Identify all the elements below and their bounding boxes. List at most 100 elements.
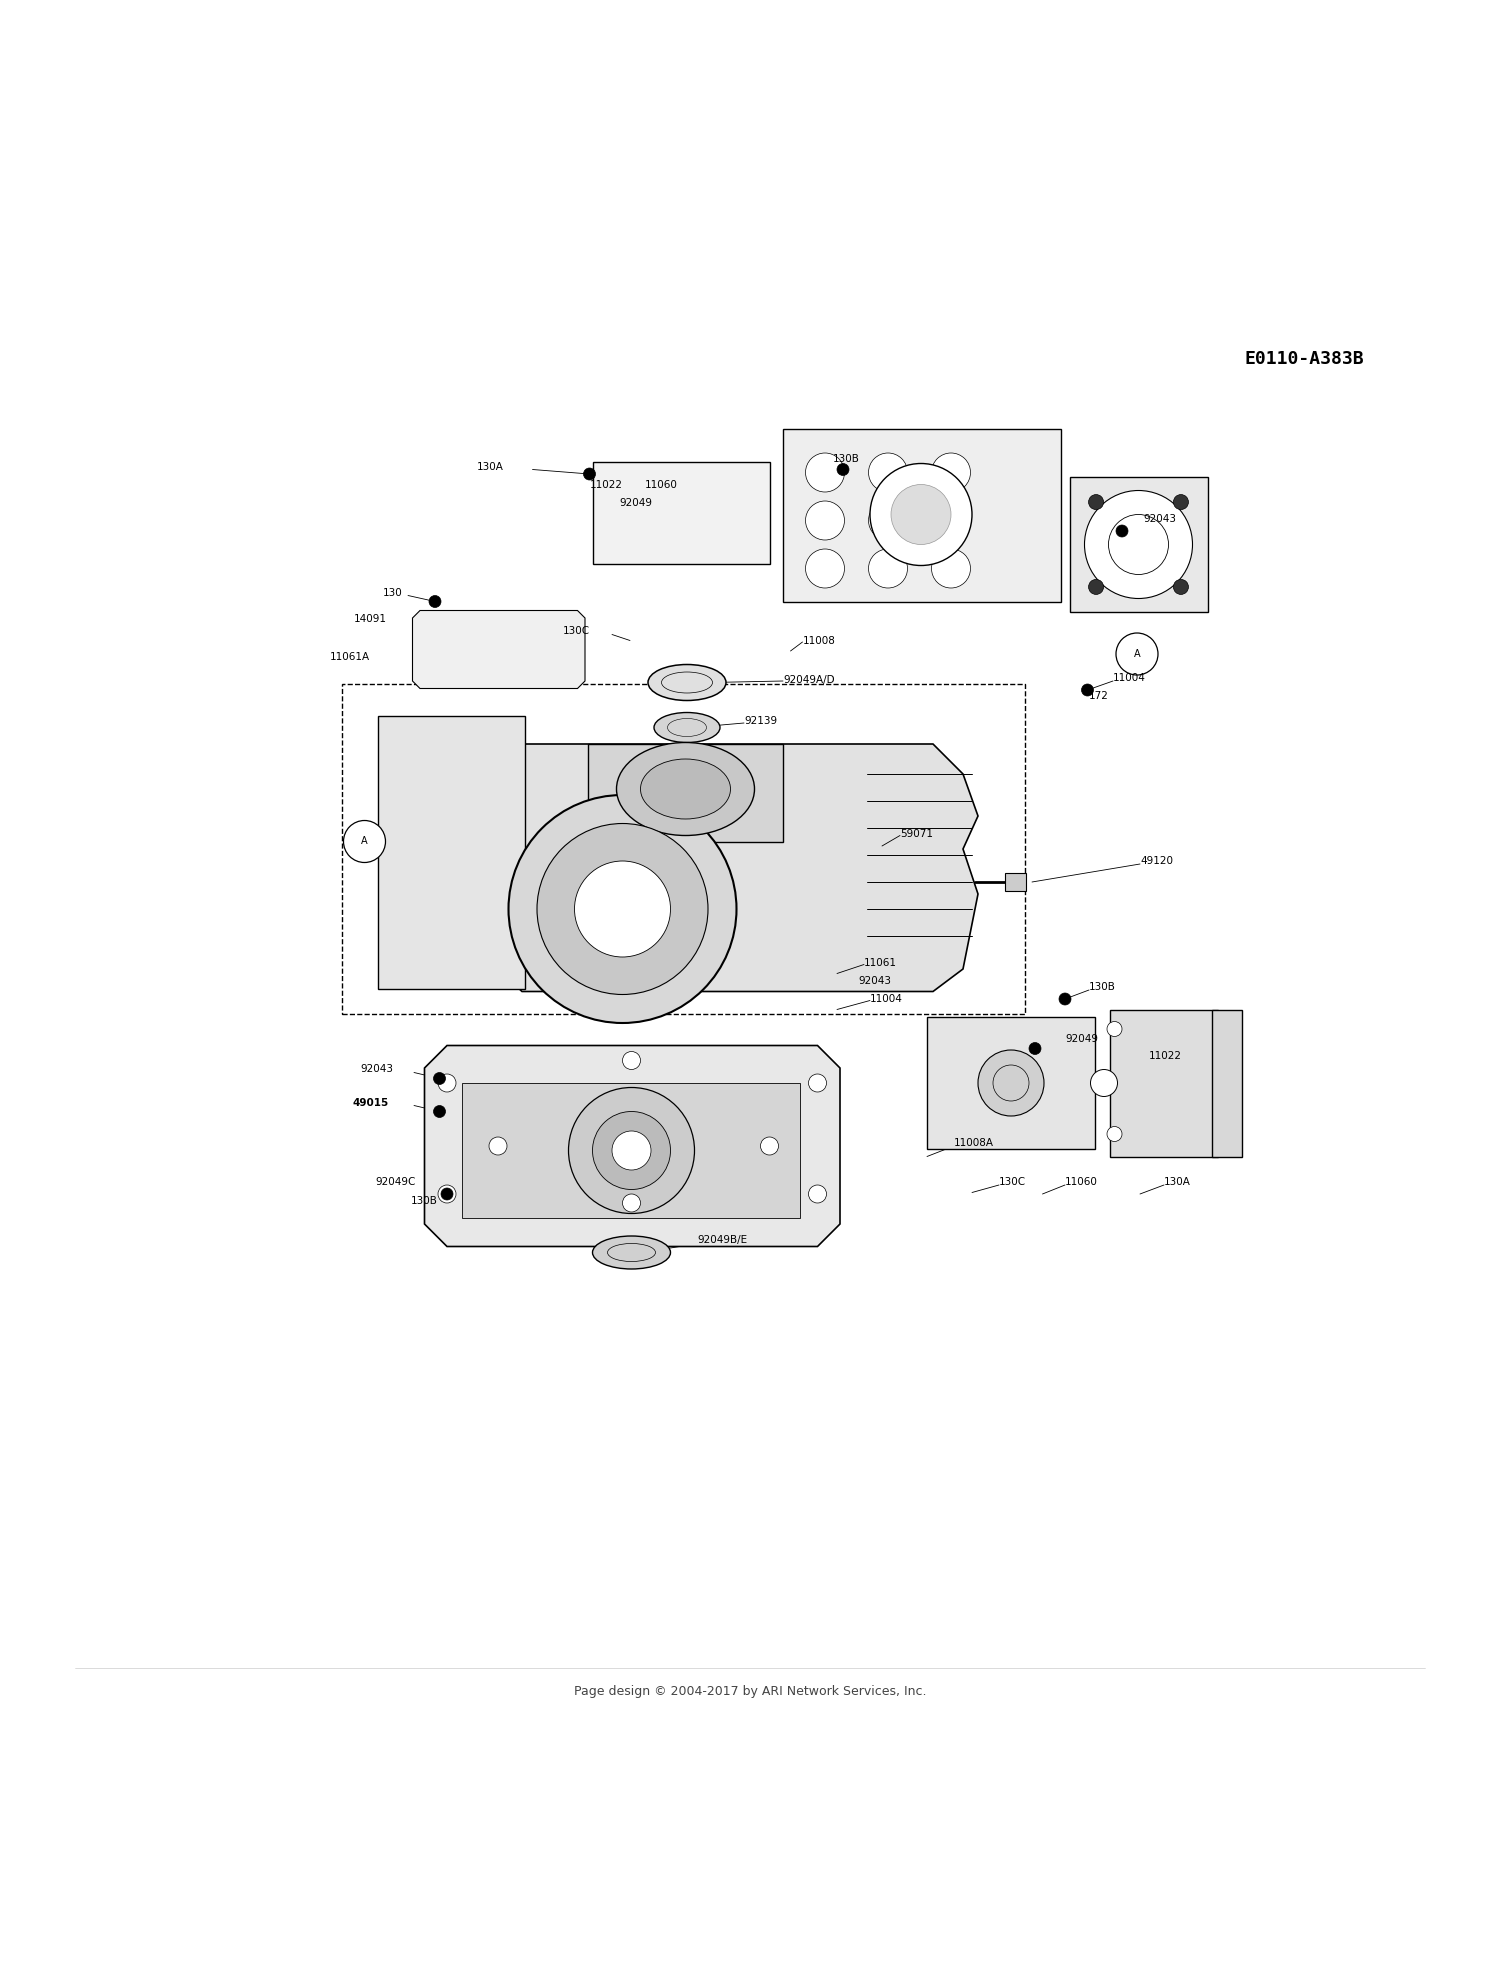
- Bar: [783, 430, 1060, 602]
- Circle shape: [441, 1189, 453, 1201]
- Text: 92139: 92139: [744, 716, 777, 726]
- Circle shape: [868, 549, 907, 589]
- Circle shape: [806, 549, 844, 589]
- Circle shape: [891, 485, 951, 545]
- Text: 130: 130: [382, 587, 402, 598]
- Bar: [462, 1083, 800, 1218]
- Bar: [1110, 1010, 1218, 1156]
- Text: 49120: 49120: [1140, 855, 1173, 865]
- Circle shape: [837, 463, 849, 475]
- Text: 130C: 130C: [562, 626, 590, 636]
- Bar: [429, 630, 567, 675]
- Circle shape: [344, 820, 386, 863]
- Text: 11022: 11022: [590, 479, 622, 489]
- Circle shape: [429, 596, 441, 608]
- Circle shape: [438, 1073, 456, 1093]
- Text: 130C: 130C: [999, 1177, 1026, 1187]
- Bar: [1212, 1010, 1242, 1156]
- Circle shape: [592, 1112, 670, 1189]
- Circle shape: [808, 1073, 826, 1093]
- Circle shape: [433, 1073, 445, 1085]
- Text: 92049C: 92049C: [375, 1177, 416, 1187]
- Text: 92049B/E: 92049B/E: [698, 1236, 747, 1246]
- Text: 11061A: 11061A: [330, 651, 370, 661]
- Ellipse shape: [640, 759, 730, 818]
- Bar: [378, 716, 525, 989]
- Text: 92043: 92043: [1143, 514, 1176, 524]
- Bar: [927, 1016, 1095, 1150]
- Text: 130A: 130A: [477, 461, 504, 471]
- Ellipse shape: [648, 665, 726, 700]
- Circle shape: [760, 1138, 778, 1156]
- Ellipse shape: [616, 742, 754, 836]
- Circle shape: [978, 1050, 1044, 1116]
- Text: 130B: 130B: [1089, 983, 1116, 993]
- Text: 172: 172: [1089, 691, 1108, 700]
- Text: 130B: 130B: [833, 453, 860, 463]
- Circle shape: [932, 549, 970, 589]
- Circle shape: [870, 463, 972, 565]
- Text: 130A: 130A: [1164, 1177, 1191, 1187]
- Circle shape: [806, 453, 844, 492]
- Ellipse shape: [509, 795, 736, 1022]
- Text: 92049: 92049: [620, 498, 652, 508]
- Circle shape: [1059, 993, 1071, 1005]
- Circle shape: [1029, 1042, 1041, 1054]
- Text: 92043: 92043: [858, 975, 891, 987]
- Text: 14091: 14091: [354, 614, 387, 624]
- Text: 11008: 11008: [802, 636, 836, 645]
- Circle shape: [1173, 494, 1188, 510]
- Ellipse shape: [654, 712, 720, 742]
- Circle shape: [1116, 526, 1128, 538]
- Circle shape: [612, 1130, 651, 1169]
- Text: 49015: 49015: [352, 1097, 388, 1107]
- Circle shape: [433, 1105, 445, 1118]
- Circle shape: [1089, 579, 1104, 594]
- Ellipse shape: [537, 824, 708, 995]
- Circle shape: [1084, 490, 1192, 598]
- Text: Page design © 2004-2017 by ARI Network Services, Inc.: Page design © 2004-2017 by ARI Network S…: [573, 1685, 926, 1699]
- Text: 11061: 11061: [864, 957, 897, 967]
- Bar: [588, 744, 783, 842]
- Circle shape: [622, 1195, 640, 1213]
- Text: 11004: 11004: [870, 995, 903, 1005]
- Polygon shape: [413, 610, 585, 689]
- Text: 11022: 11022: [1149, 1052, 1182, 1061]
- Text: 92049: 92049: [1065, 1034, 1098, 1044]
- Polygon shape: [483, 744, 978, 991]
- Circle shape: [568, 1087, 694, 1214]
- Bar: [1070, 477, 1208, 612]
- Circle shape: [806, 500, 844, 540]
- Circle shape: [489, 1138, 507, 1156]
- Text: E0110-A383B: E0110-A383B: [1245, 349, 1365, 367]
- Text: A: A: [362, 836, 368, 846]
- Circle shape: [1089, 494, 1104, 510]
- Text: A: A: [1134, 649, 1140, 659]
- Text: ARI: ARI: [537, 777, 963, 991]
- Circle shape: [584, 469, 596, 481]
- Circle shape: [808, 1185, 826, 1203]
- Text: 130B: 130B: [411, 1197, 438, 1207]
- Ellipse shape: [592, 1236, 670, 1269]
- Circle shape: [1107, 1126, 1122, 1142]
- Text: 92049A/D: 92049A/D: [783, 675, 834, 685]
- Bar: [1005, 873, 1026, 891]
- Text: 59071: 59071: [900, 830, 933, 840]
- Text: 92043: 92043: [360, 1065, 393, 1075]
- Ellipse shape: [574, 861, 670, 957]
- Circle shape: [932, 500, 970, 540]
- Circle shape: [1090, 1069, 1118, 1097]
- Circle shape: [868, 500, 907, 540]
- Bar: [592, 461, 770, 563]
- Text: 11004: 11004: [1113, 673, 1146, 683]
- Text: 11060: 11060: [645, 479, 678, 489]
- Text: 11008A: 11008A: [954, 1138, 994, 1148]
- Circle shape: [1116, 634, 1158, 675]
- Polygon shape: [424, 1046, 840, 1246]
- Circle shape: [1173, 579, 1188, 594]
- Bar: [342, 685, 1024, 1014]
- Text: 11060: 11060: [1065, 1177, 1098, 1187]
- Circle shape: [438, 1185, 456, 1203]
- Circle shape: [622, 1052, 640, 1069]
- Circle shape: [932, 453, 970, 492]
